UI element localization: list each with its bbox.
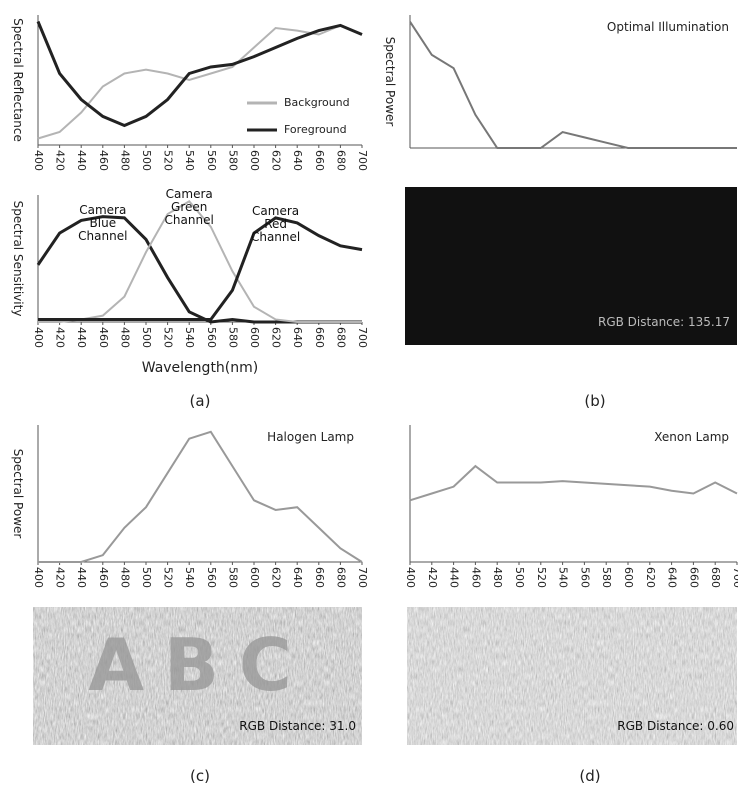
x-tick-label: 400 xyxy=(32,327,45,348)
x-tick-label: 480 xyxy=(491,567,504,588)
x-tick-label: 540 xyxy=(183,327,196,348)
x-tick-label: 520 xyxy=(535,567,548,588)
x-tick-label: 660 xyxy=(687,567,700,588)
x-tick-label: 700 xyxy=(731,567,738,588)
x-tick-label: 460 xyxy=(97,567,110,588)
x-tick-label: 700 xyxy=(356,327,369,348)
x-tick-label: 580 xyxy=(226,567,239,588)
x-tick-label: 640 xyxy=(291,327,304,348)
x-tick-label: 500 xyxy=(513,567,526,588)
series-line xyxy=(37,24,363,140)
x-tick-label: 440 xyxy=(75,567,88,588)
chart-title: Optimal Illumination xyxy=(607,20,729,34)
caption: (d) xyxy=(579,767,600,785)
x-tick-label: 440 xyxy=(448,567,461,588)
x-tick-label: 560 xyxy=(578,567,591,588)
x-tick-label: 400 xyxy=(404,567,417,588)
x-tick-label: 460 xyxy=(97,150,110,171)
series-label: Camera Red Channel xyxy=(250,203,301,244)
caption: (b) xyxy=(584,392,605,410)
x-tick-label: 560 xyxy=(205,150,218,171)
x-tick-label: 660 xyxy=(313,150,326,171)
series-line xyxy=(38,200,362,323)
x-tick-label: 620 xyxy=(270,327,283,348)
rgb-distance: RGB Distance: 135.17 xyxy=(598,315,730,329)
x-tick-label: 600 xyxy=(248,327,261,348)
x-tick-label: 680 xyxy=(334,150,347,171)
rgb-distance: RGB Distance: 0.60 xyxy=(617,719,734,733)
x-tick-label: 560 xyxy=(205,327,218,348)
x-tick-label: 680 xyxy=(334,567,347,588)
x-tick-label: 520 xyxy=(162,567,175,588)
x-tick-label: 580 xyxy=(226,327,239,348)
image-d xyxy=(407,607,737,745)
y-axis-label: Spectral Power xyxy=(11,449,25,539)
x-tick-label: 700 xyxy=(356,150,369,171)
series-line xyxy=(409,21,737,149)
x-tick-label: 600 xyxy=(248,150,261,171)
x-tick-label: 420 xyxy=(54,150,67,171)
x-tick-label: 480 xyxy=(118,567,131,588)
legend-label: Foreground xyxy=(284,123,347,136)
image-c xyxy=(33,607,362,745)
x-tick-label: 500 xyxy=(140,327,153,348)
caption: (a) xyxy=(190,392,211,410)
caption: (c) xyxy=(190,767,210,785)
x-tick-label: 680 xyxy=(709,567,722,588)
x-tick-label: 620 xyxy=(270,567,283,588)
y-axis-label: Spectral Reflectance xyxy=(11,18,25,142)
x-tick-label: 540 xyxy=(557,567,570,588)
x-tick-label: 420 xyxy=(54,327,67,348)
x-tick-label: 620 xyxy=(270,150,283,171)
image-content: ABC xyxy=(88,623,311,707)
x-tick-label: 680 xyxy=(334,327,347,348)
series-line xyxy=(38,430,363,563)
x-tick-label: 440 xyxy=(75,327,88,348)
x-tick-label: 460 xyxy=(97,327,110,348)
x-tick-label: 700 xyxy=(356,567,369,588)
x-tick-label: 580 xyxy=(226,150,239,171)
y-axis-label: Spectral Sensitivity xyxy=(11,201,25,317)
x-tick-label: 600 xyxy=(622,567,635,588)
x-tick-label: 420 xyxy=(54,567,67,588)
x-tick-label: 640 xyxy=(291,567,304,588)
x-tick-label: 480 xyxy=(118,327,131,348)
x-tick-label: 640 xyxy=(291,150,304,171)
x-tick-label: 440 xyxy=(75,150,88,171)
x-tick-label: 500 xyxy=(140,150,153,171)
x-tick-label: 460 xyxy=(469,567,482,588)
series-label: Camera Blue Channel xyxy=(78,202,128,243)
series-line xyxy=(38,216,363,321)
x-tick-label: 520 xyxy=(162,150,175,171)
chart-title: Halogen Lamp xyxy=(267,430,354,444)
x-tick-label: 560 xyxy=(205,567,218,588)
y-axis-label: Spectral Power xyxy=(383,37,397,127)
x-tick-label: 420 xyxy=(426,567,439,588)
series-label: Camera Green Channel xyxy=(164,187,214,228)
x-tick-label: 540 xyxy=(183,150,196,171)
x-tick-label: 580 xyxy=(600,567,613,588)
x-tick-label: 400 xyxy=(32,150,45,171)
x-tick-label: 540 xyxy=(183,567,196,588)
x-tick-label: 400 xyxy=(32,567,45,588)
x-tick-label: 660 xyxy=(313,327,326,348)
x-tick-label: 620 xyxy=(644,567,657,588)
x-tick-label: 660 xyxy=(313,567,326,588)
x-tick-label: 480 xyxy=(118,150,131,171)
series-line xyxy=(36,20,363,128)
image-b xyxy=(405,187,737,345)
series-line xyxy=(409,464,738,502)
x-tick-label: 500 xyxy=(140,567,153,588)
chart-title: Xenon Lamp xyxy=(654,430,729,444)
x-tick-label: 640 xyxy=(666,567,679,588)
rgb-distance: RGB Distance: 31.0 xyxy=(239,719,356,733)
x-axis-label: Wavelength(nm) xyxy=(142,360,258,376)
legend-label: Background xyxy=(284,96,350,109)
x-tick-label: 600 xyxy=(248,567,261,588)
x-tick-label: 520 xyxy=(162,327,175,348)
